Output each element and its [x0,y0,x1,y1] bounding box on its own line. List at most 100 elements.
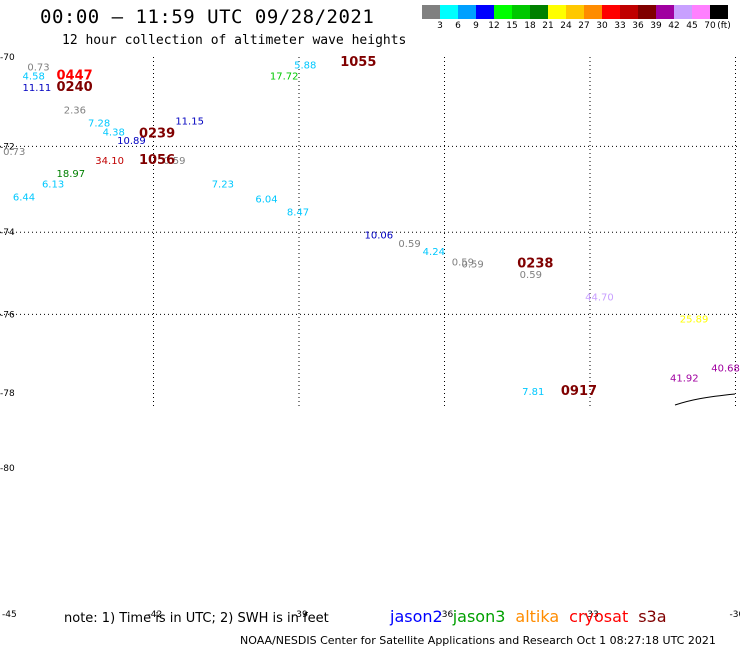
scale-swatch [422,5,440,19]
scale-swatch [440,5,458,19]
scale-tick-label: 36 [632,21,644,31]
scale-swatch [674,5,692,19]
map-grid [0,57,740,408]
scale-swatch [710,5,728,19]
pass-time-label: 0447 [57,69,93,84]
wave-height-label: 11.11 [23,83,52,94]
scale-tick-label: 45 [686,21,698,31]
scale-tick-label: 33 [614,21,626,31]
wave-height-label: 11.15 [175,116,204,127]
pass-time-label: 0240 [57,80,93,95]
mission-altika: altika [515,607,560,626]
wave-height-label: 0.59 [163,156,185,167]
map-axis-labels: -70 -72 -74 -76 -78 -80 -45 -42 -39 -36 -33 -30 [0,53,740,620]
scale-tick-label: 39 [650,21,662,31]
wave-height-label: 8.47 [287,207,309,218]
wave-height-label: 10.89 [117,136,146,147]
lat-label: -70 [0,53,15,63]
scale-tick-label: 42 [668,21,680,31]
scale-tick-label: 6 [455,21,461,31]
wave-height-label: 17.72 [270,72,299,83]
pass-time-label: 0239 [139,127,175,142]
wave-height-label: 0.73 [27,63,49,74]
lat-label: -76 [0,310,15,320]
mission-legend: jason2 jason3 altika cryosat s3a [390,607,677,626]
wave-height-label: 40.68 [711,364,740,375]
wave-height-label: 6.13 [42,180,64,191]
wave-height-label: 41.92 [670,373,699,384]
wave-height-label: 25.89 [680,314,709,325]
wave-height-label: 4.24 [423,247,445,258]
wave-height-label: 6.04 [255,195,277,206]
pass-time-label: 0917 [561,384,597,399]
wave-height-label: 34.10 [95,156,124,167]
lon-label: -36 [439,610,454,620]
scale-swatch [692,5,710,19]
page-title: 00:00 – 11:59 UTC 09/28/2021 [40,6,375,28]
wave-height-label: 4.38 [103,127,125,138]
scale-swatch [566,5,584,19]
pass-time-label: 1056 [139,153,175,168]
wave-height-label: 44.70 [585,292,614,303]
lon-label: -33 [584,610,599,620]
wave-height-label: 4.58 [23,72,45,83]
scale-tick-label: 21 [542,21,554,31]
scale-tick-label: 70 [704,21,716,31]
scale-tick-label: 24 [560,21,572,31]
mission-cryosat: cryosat [569,607,629,626]
scale-swatch [656,5,674,19]
scale-tick-label: 15 [506,21,518,31]
scale-swatch [512,5,530,19]
wave-height-label: 0.59 [520,270,542,281]
scale-swatch [530,5,548,19]
scale-tick-label: 18 [524,21,536,31]
lon-label: -45 [2,610,17,620]
scale-tick-label: 12 [488,21,500,31]
mission-jason2: jason2 [390,607,443,626]
scale-swatch [458,5,476,19]
lon-label: -39 [293,610,308,620]
mission-s3a: s3a [638,607,667,626]
mission-jason3: jason3 [452,607,506,626]
credit-line: NOAA/NESDIS Center for Satellite Applica… [240,634,716,647]
lat-label: -78 [0,389,15,399]
scale-swatch [548,5,566,19]
wave-height-label: 0.73 [3,147,25,158]
wave-height-label: 18.97 [57,169,86,180]
wave-height-label: 0.59 [398,239,420,250]
coastline-segment [674,393,736,406]
wave-height-label: 0.59 [461,260,483,271]
scale-tick-label: 27 [578,21,590,31]
wave-height-label: 0.59 [452,258,474,269]
lat-label: -80 [0,464,15,474]
wave-height-label: 7.28 [88,119,110,130]
lat-label: -74 [0,228,15,238]
color-scale-labels: 3 6 9 12 15 18 21 24 27 30 33 36 39 42 45 70 (ft) [422,21,740,33]
scale-unit-label: (ft) [717,21,731,31]
pass-time-label: 1055 [340,55,376,70]
scale-swatch [602,5,620,19]
scale-swatch [476,5,494,19]
wave-height-label: 10.06 [364,230,393,241]
wave-height-label: 7.23 [212,180,234,191]
scale-tick-label: 30 [596,21,608,31]
wave-height-label: 2.36 [64,105,86,116]
color-scale-bar [422,5,728,19]
scale-swatch [638,5,656,19]
pass-time-label: 0238 [517,257,553,272]
scale-tick-label: 9 [473,21,479,31]
scale-swatch [584,5,602,19]
scale-swatch [620,5,638,19]
scale-swatch [494,5,512,19]
footnote: note: 1) Time is in UTC; 2) SWH is in fe… [64,611,329,626]
wave-height-label: 6.44 [13,192,35,203]
lon-label: -30 [730,610,740,620]
coastline [674,393,736,406]
lat-label: -72 [0,142,15,152]
observations-layer: 0.734.5811.112.367.284.3811.1510.890.733… [3,60,740,398]
scale-tick-label: 3 [437,21,443,31]
lon-label: -42 [148,610,163,620]
